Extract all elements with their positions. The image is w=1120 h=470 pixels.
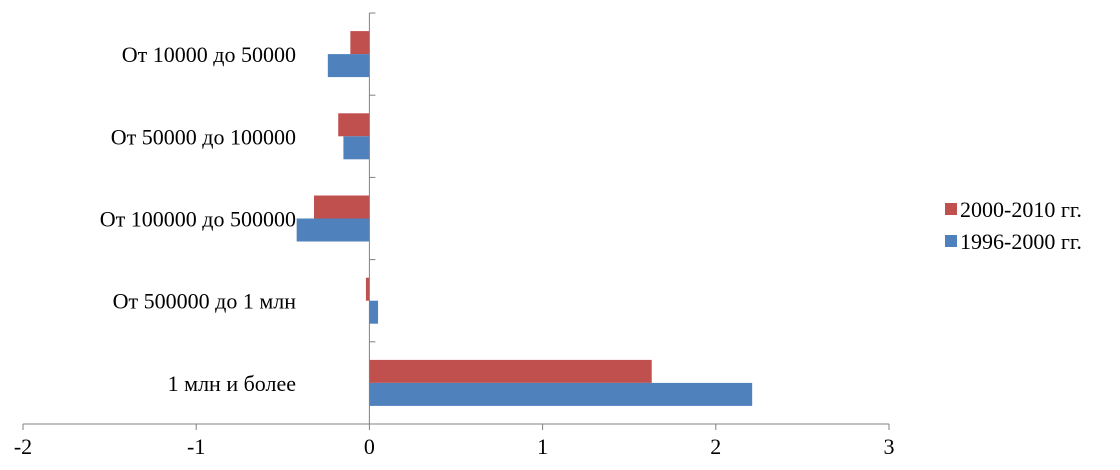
legend-swatch-series2 bbox=[945, 203, 957, 215]
x-tick-label: 3 bbox=[884, 434, 895, 459]
bar-series1-cat3 bbox=[296, 218, 370, 242]
bar-series2-cat4 bbox=[338, 113, 370, 137]
x-tick-label: -2 bbox=[14, 434, 32, 459]
axes-group bbox=[22, 12, 890, 430]
legend-label-series2: 2000-2010 гг. bbox=[960, 197, 1082, 222]
bar-series2-cat5 bbox=[350, 31, 370, 55]
bar-series2-cat2 bbox=[365, 277, 370, 301]
bar-series2-cat3 bbox=[313, 195, 370, 219]
bar-series2-cat1 bbox=[369, 359, 652, 383]
x-tick-label: 0 bbox=[364, 434, 375, 459]
category-label: 1 млн и более bbox=[168, 371, 296, 396]
x-tick-label: -1 bbox=[187, 434, 205, 459]
bars-group bbox=[296, 31, 753, 406]
x-tick-label: 1 bbox=[537, 434, 548, 459]
legend-label-series1: 1996-2000 гг. bbox=[960, 229, 1082, 254]
legend-swatch-series1 bbox=[945, 235, 957, 247]
x-tick-label: 2 bbox=[710, 434, 721, 459]
bar-series1-cat1 bbox=[369, 382, 753, 406]
x-tick-labels: -2 -1 0 1 2 3 bbox=[14, 434, 895, 459]
bar-series1-cat5 bbox=[327, 54, 370, 78]
category-label: От 10000 до 50000 bbox=[122, 42, 296, 67]
category-label: От 500000 до 1 млн bbox=[113, 289, 297, 314]
category-labels: 1 млн и более От 500000 до 1 млн От 100000… bbox=[100, 42, 296, 396]
category-label: От 100000 до 500000 bbox=[100, 207, 296, 232]
category-label: От 50000 до 100000 bbox=[111, 124, 296, 149]
legend: 2000-2010 гг. 1996-2000 гг. bbox=[945, 197, 1082, 254]
bar-series1-cat2 bbox=[369, 300, 379, 324]
bar-series1-cat4 bbox=[343, 136, 370, 160]
